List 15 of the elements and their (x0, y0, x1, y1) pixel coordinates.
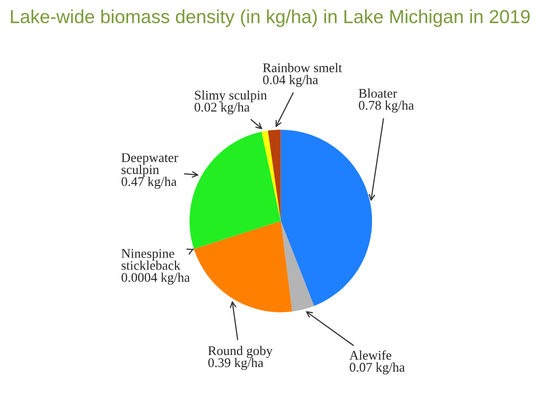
data-label: 0.0004 kg/ha (122, 272, 190, 285)
data-label: 0.04 kg/ha (263, 74, 318, 87)
chart-title: Lake-wide biomass density (in kg/ha) in Lake Michigan in 2019 (10, 9, 530, 27)
data-label: 0.02 kg/ha (194, 102, 250, 114)
slice-label: Bloater (358, 88, 398, 98)
data-label: 0.07 kg/ha (350, 362, 405, 374)
slice-label: Deepwater sculpin (121, 153, 178, 177)
slice-label: Round goby (208, 346, 273, 358)
data-label: 0.78 kg/ha (358, 100, 414, 112)
slice-label: Slimy sculpin (194, 90, 267, 102)
data-label: 0.39 kg/ha (208, 358, 264, 370)
data-label: 0.47 kg/ha (122, 176, 177, 189)
slice-label: Rainbow smelt (262, 62, 342, 72)
slice-label: Alewife (349, 350, 392, 360)
slice-label: Ninespine stickleback (121, 249, 180, 270)
